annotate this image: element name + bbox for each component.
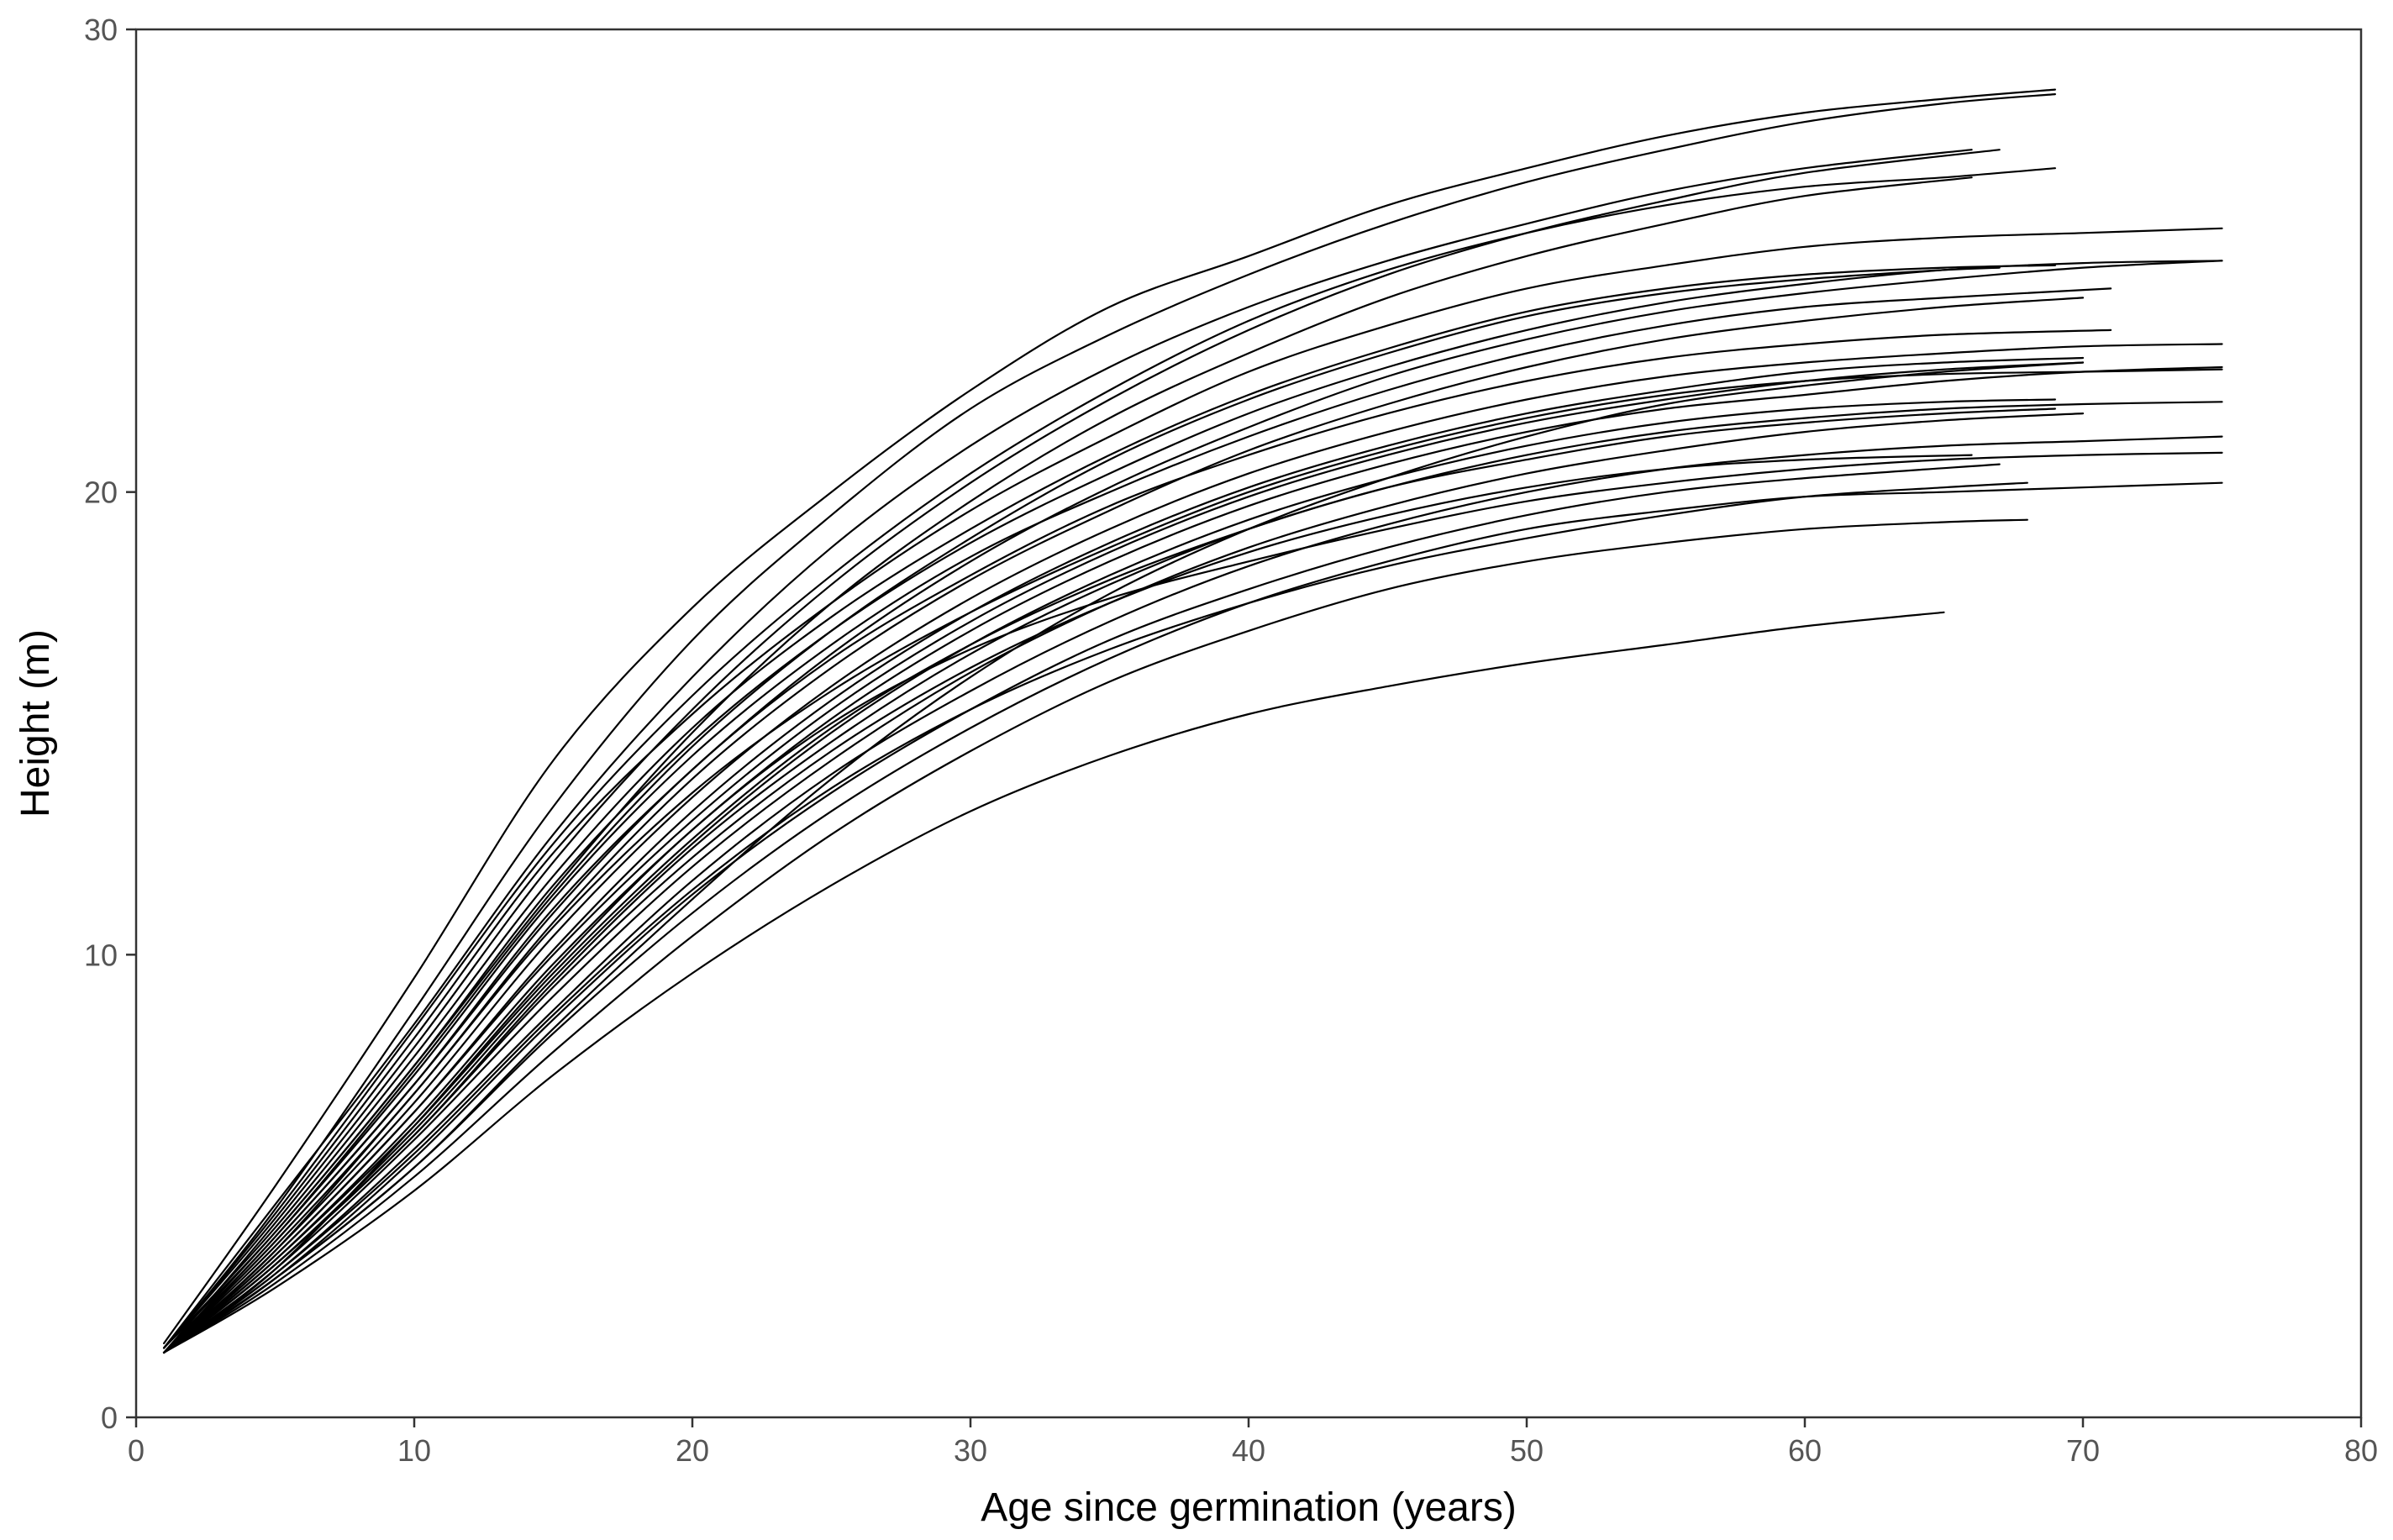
growth-curve-4 — [163, 149, 2001, 1353]
x-tick-label: 30 — [954, 1433, 987, 1468]
growth-curve-30 — [163, 361, 2085, 1353]
x-tick-label: 60 — [1788, 1433, 1822, 1468]
growth-curve-19 — [163, 435, 2223, 1353]
growth-curve-16 — [163, 401, 2223, 1353]
growth-curve-12 — [163, 328, 2112, 1353]
plot-background — [136, 29, 2361, 1417]
growth-curve-22 — [163, 481, 2223, 1353]
y-axis-ticks: 0 10 20 30 — [84, 13, 136, 1435]
growth-curve-7 — [163, 227, 2223, 1349]
growth-curve-21 — [163, 463, 2001, 1353]
growth-curve-23 — [163, 518, 2028, 1353]
growth-curve-31 — [163, 398, 2056, 1353]
growth-curve-32 — [163, 266, 2001, 1353]
growth-curve-8 — [163, 260, 2223, 1353]
x-axis-title: Age since germination (years) — [981, 1485, 1517, 1530]
growth-curve-15 — [163, 365, 2223, 1353]
y-axis-title: Height (m) — [13, 629, 58, 817]
growth-curve-18 — [163, 413, 2085, 1353]
growth-curve-9 — [163, 260, 2223, 1353]
growth-curve-29 — [163, 264, 2056, 1349]
growth-curve-25 — [163, 451, 2223, 1353]
x-tick-label: 40 — [1232, 1433, 1265, 1468]
growth-curve-2 — [163, 93, 2056, 1349]
growth-curve-27 — [163, 481, 2028, 1353]
y-tick-label: 20 — [84, 476, 118, 510]
growth-curves — [163, 88, 2223, 1353]
x-tick-label: 20 — [676, 1433, 709, 1468]
x-tick-label: 70 — [2066, 1433, 2100, 1468]
x-tick-label: 10 — [397, 1433, 431, 1468]
x-tick-label: 80 — [2344, 1433, 2378, 1468]
y-tick-label: 30 — [84, 13, 118, 47]
x-tick-label: 0 — [128, 1433, 145, 1468]
growth-curve-10 — [163, 287, 2112, 1353]
growth-curve-5 — [163, 167, 2056, 1349]
y-tick-label: 0 — [101, 1401, 118, 1435]
x-tick-label: 50 — [1510, 1433, 1544, 1468]
x-axis-ticks: 0 10 20 30 40 50 60 70 80 — [128, 1417, 2378, 1468]
y-tick-label: 10 — [84, 938, 118, 972]
growth-curve-3 — [163, 149, 1973, 1349]
growth-curve-26 — [163, 361, 2085, 1353]
growth-curve-20 — [163, 454, 1973, 1353]
growth-curve-13 — [163, 343, 2223, 1353]
growth-curve-1 — [163, 88, 2056, 1344]
growth-curve-28 — [163, 368, 2223, 1353]
growth-curve-24 — [163, 611, 1945, 1353]
